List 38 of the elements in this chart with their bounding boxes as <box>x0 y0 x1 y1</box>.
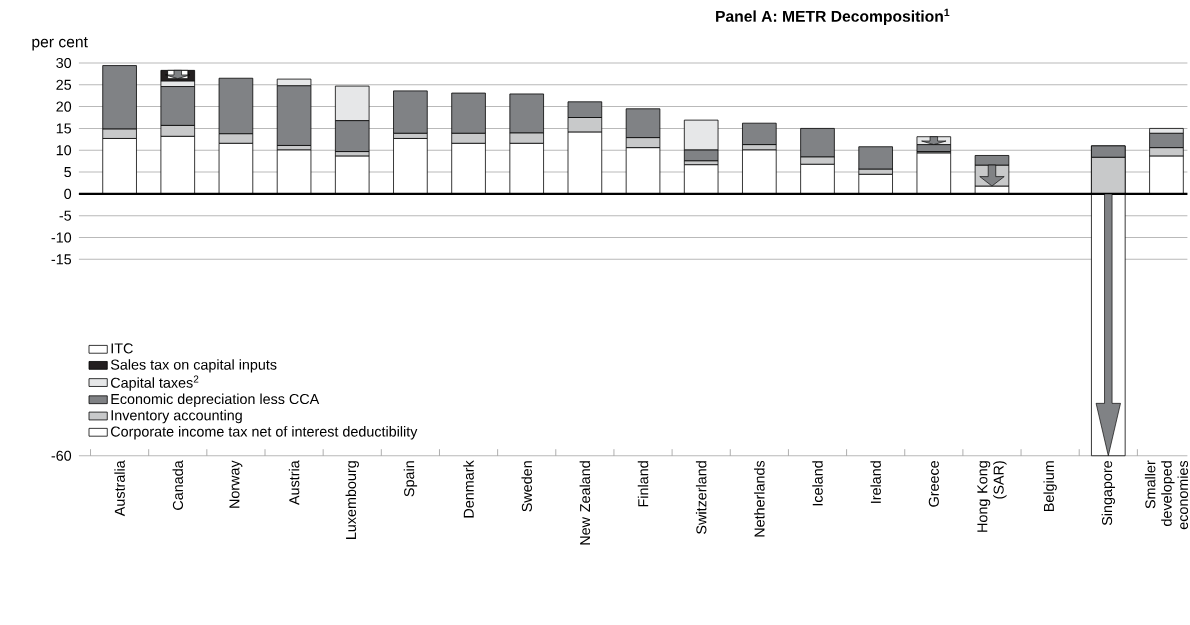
y-tick-label: 25 <box>56 79 72 90</box>
y-tick-label: 0 <box>64 188 72 199</box>
y-tick-label: -10 <box>51 232 72 243</box>
x-tick-label: Denmark <box>463 460 474 518</box>
legend-label: ITC <box>111 343 133 354</box>
legend-label: Sales tax on capital inputs <box>110 359 277 373</box>
x-tick-label: Ireland <box>870 461 881 503</box>
chart-title: Panel A: METR Decomposition$^{1}$ <box>716 8 950 25</box>
y-tick-label: -15 <box>51 254 72 265</box>
y-tick-label: 20 <box>56 101 72 112</box>
x-tick-label: Austria <box>288 460 300 505</box>
y-tick-label: -60 <box>51 450 72 461</box>
legend-label: Inventory accounting <box>111 409 242 424</box>
y-tick-label: -5 <box>59 210 72 221</box>
y-axis-title: per cent <box>32 36 88 51</box>
y-tick-label: 15 <box>56 123 72 134</box>
x-tick-label: Australia <box>114 460 125 516</box>
x-tick-label: New Zealand <box>579 461 591 545</box>
x-tick-label: Belgium <box>1043 461 1057 511</box>
x-tick-label: Finland <box>637 461 649 507</box>
x-tick-label: Sweden <box>521 461 532 512</box>
x-tick-label: Luxembourg <box>345 461 359 539</box>
y-tick-label: 5 <box>64 166 72 177</box>
x-tick-label: Norway <box>229 460 243 508</box>
x-tick-label: Iceland <box>812 461 823 506</box>
x-tick-label: Canada <box>172 460 184 510</box>
x-tick-label: Switzerland <box>695 461 707 534</box>
x-tick-label: Spain <box>403 461 418 497</box>
x-tick-label: Singapore <box>1101 460 1115 525</box>
x-tick-label: Netherlands <box>754 460 765 537</box>
legend-label: Capital taxes$^{2}$ <box>111 375 199 391</box>
y-tick-label: 10 <box>56 145 72 156</box>
legend-label: Economic depreciation less CCA <box>111 393 320 407</box>
legend-label: Corporate income tax net of interest deductibility <box>111 425 418 440</box>
x-tick-label: Greece <box>928 460 939 507</box>
y-tick-label: 30 <box>56 57 72 68</box>
x-tick-label: Hong Kong (SAR) <box>977 461 1007 532</box>
x-tick-label: Smaller developed economies <box>1144 460 1189 529</box>
